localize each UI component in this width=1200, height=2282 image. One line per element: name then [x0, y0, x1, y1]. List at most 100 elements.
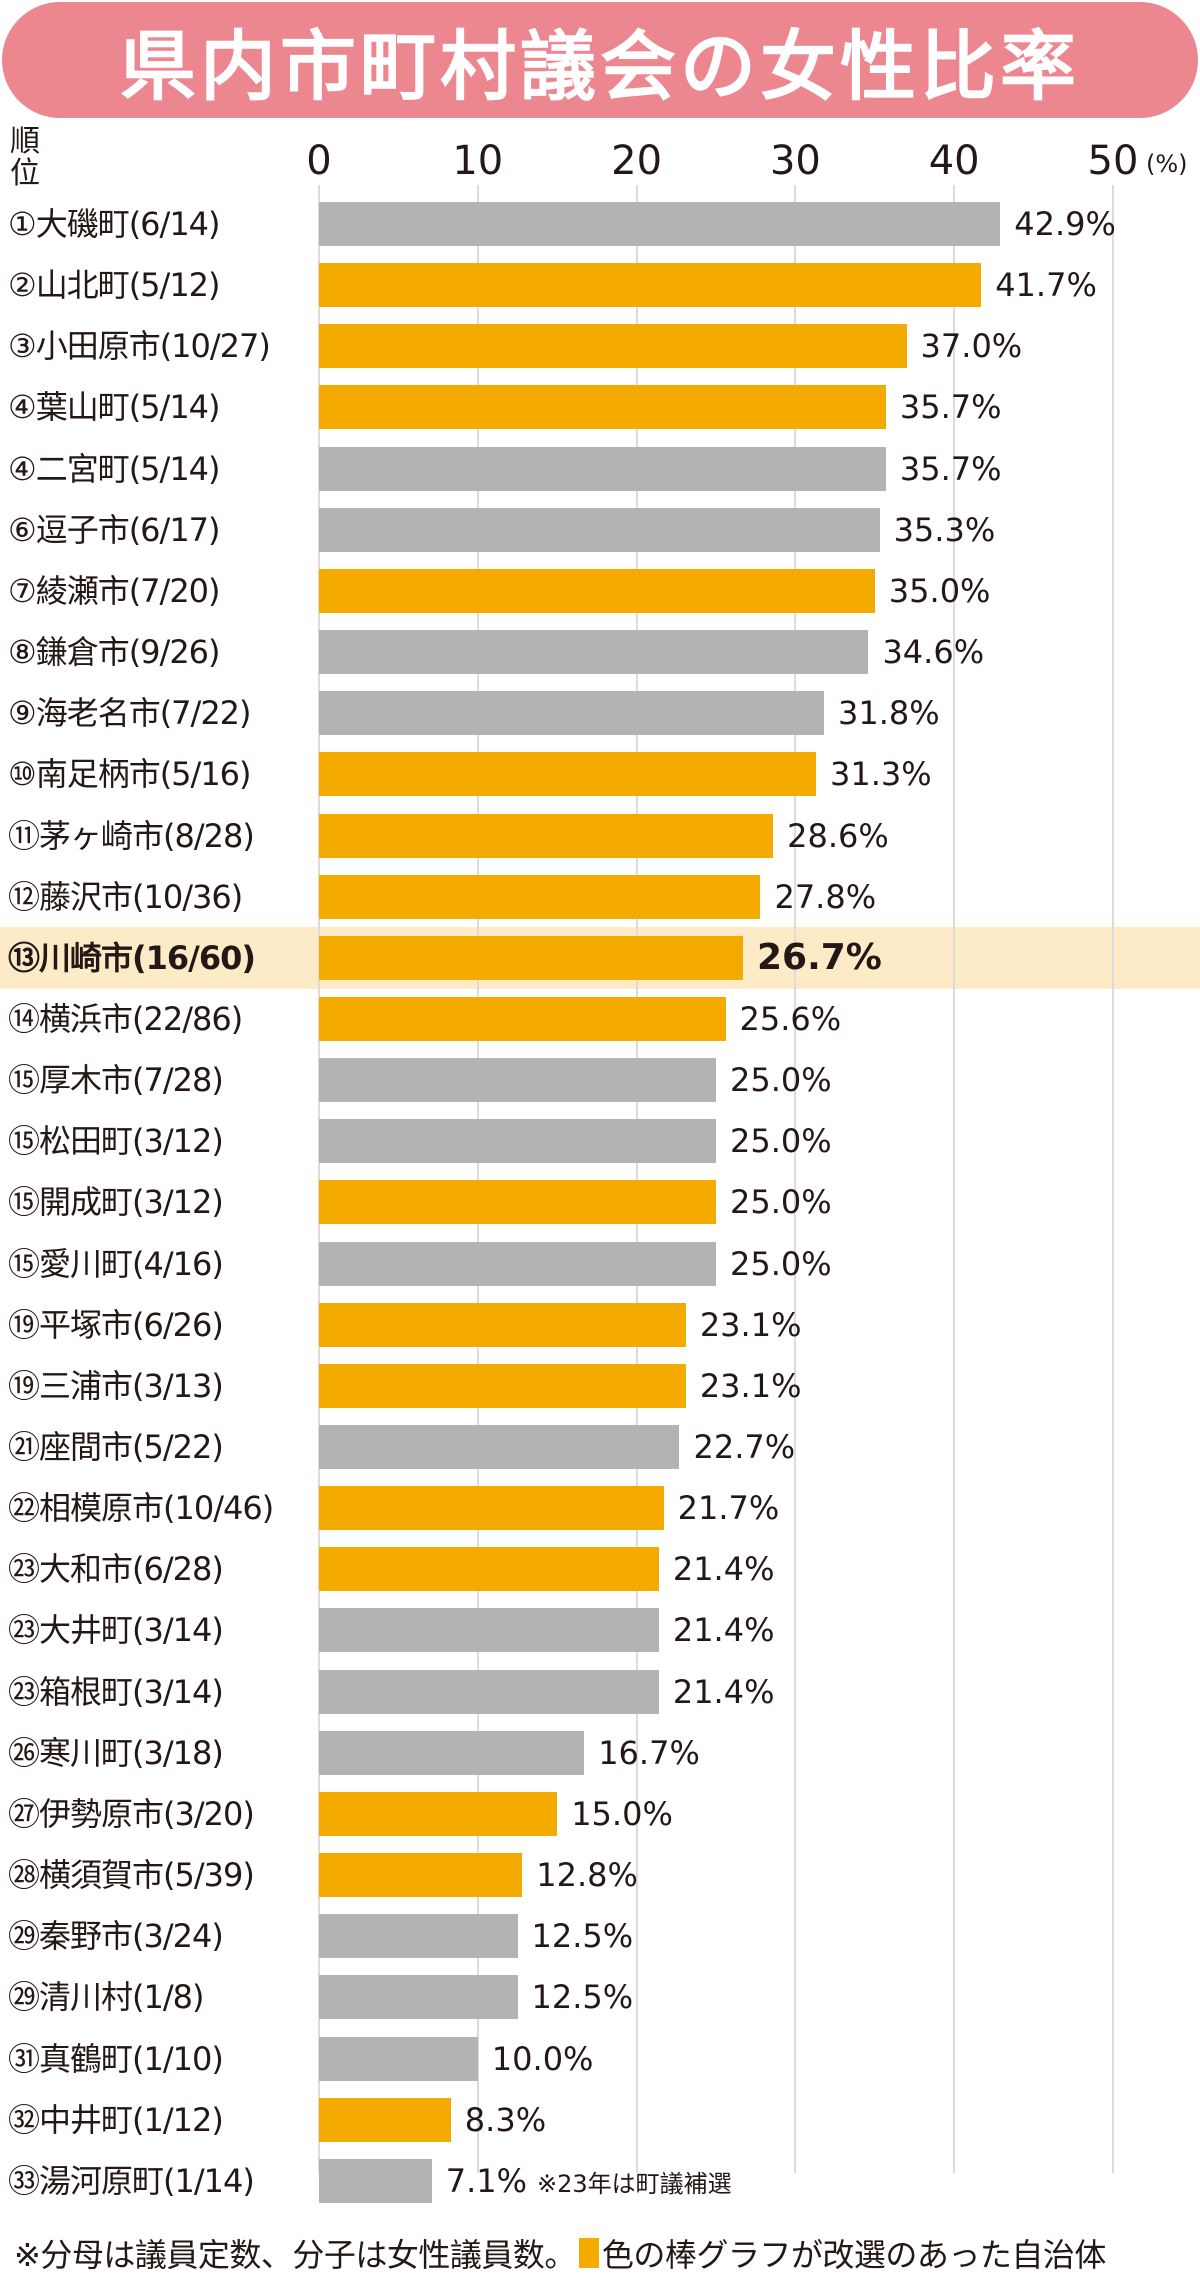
category-label: ㉜中井町(1/12): [8, 2100, 224, 2139]
bar-reelected: [319, 385, 886, 430]
bar: [319, 1914, 518, 1959]
value-text: 7.1%: [445, 2161, 528, 2200]
category-label: ⑲平塚市(6/26): [8, 1305, 224, 1344]
category-label: ⑲三浦市(3/13): [8, 1366, 224, 1405]
bar-reelected: [319, 568, 875, 613]
gridline: [318, 185, 320, 2173]
annotation-note: ※23年は町議補選: [537, 2169, 732, 2198]
category-label: ⑧鎌倉市(9/26): [8, 633, 221, 672]
category-label: ⑬川崎市(16/60): [8, 938, 256, 977]
value-label: 25.0%: [730, 1061, 832, 1100]
category-label: ㉓大和市(6/28): [8, 1550, 224, 1589]
value-label: 22.7%: [693, 1428, 796, 1466]
category-label: ⑥逗子市(6/17): [8, 510, 221, 549]
category-label: ⑮松田町(3/12): [8, 1122, 224, 1161]
rank-header: 順位: [10, 124, 40, 191]
category-label: ⑨海老名市(7/22): [8, 694, 252, 733]
category-label: ⑮愛川町(4/16): [8, 1244, 224, 1283]
category-label: ⑩南足柄市(5/16): [8, 755, 252, 794]
value-label: 7.1% ※23年は町議補選: [446, 2159, 732, 2203]
value-label: 26.7%: [756, 936, 882, 978]
gridline: [635, 185, 638, 2173]
bar: [319, 2158, 432, 2203]
value-label: 21.7%: [677, 1489, 780, 1528]
bar-reelected: [319, 1853, 523, 1898]
value-label: 35.7%: [899, 388, 1002, 427]
footnote-denominator: ※分母は議員定数、分子は女性議員数。: [14, 2236, 576, 2274]
bar: [319, 2036, 478, 2081]
bar: [319, 1119, 716, 1164]
orange-legend-swatch: [578, 2238, 599, 2268]
value-label: 25.0%: [730, 1244, 832, 1283]
bar-reelected: [319, 874, 761, 919]
category-label: ㉘横須賀市(5/39): [8, 1856, 255, 1895]
bar: [319, 1669, 659, 1714]
value-label: 25.0%: [730, 1122, 832, 1161]
category-label: ③小田原市(10/27): [8, 327, 271, 366]
value-label: 31.3%: [830, 755, 932, 794]
bar-reelected: [319, 1486, 664, 1531]
value-label: 23.1%: [699, 1366, 802, 1405]
gridline: [1112, 185, 1114, 2173]
gridline: [476, 185, 479, 2173]
value-label: 23.1%: [699, 1305, 802, 1344]
bar-reelected: [319, 752, 817, 797]
footnote-legend: 色の棒グラフが改選のあった自治体: [601, 2236, 1107, 2274]
category-label: ㉗伊勢原市(3/20): [8, 1794, 255, 1833]
gridline: [794, 185, 797, 2173]
x-tick-label: 20: [611, 138, 663, 184]
value-label: 16.7%: [598, 1733, 700, 1772]
bar-reelected: [319, 263, 982, 308]
category-label: ㉙秦野市(3/24): [8, 1917, 224, 1956]
bar: [319, 1730, 585, 1775]
category-label: ⑫藤沢市(10/36): [8, 877, 243, 916]
value-label: 25.6%: [739, 999, 842, 1038]
category-label: ⑪茅ヶ崎市(8/28): [8, 816, 255, 855]
value-label: 25.0%: [730, 1183, 832, 1222]
value-label: 12.8%: [536, 1856, 638, 1895]
value-label: 12.5%: [531, 1978, 634, 2017]
value-label: 35.7%: [899, 449, 1002, 488]
category-label: ⑮開成町(3/12): [8, 1183, 224, 1222]
category-label: ㉑座間市(5/22): [8, 1428, 224, 1466]
category-label: ②山北町(5/12): [8, 266, 221, 305]
value-label: 21.4%: [672, 1672, 775, 1711]
value-label: 37.0%: [920, 327, 1023, 366]
category-label: ㉓大井町(3/14): [8, 1611, 224, 1650]
value-label: 10.0%: [491, 2039, 594, 2078]
category-label: ④葉山町(5/14): [8, 388, 221, 427]
category-label: ㉙清川村(1/8): [8, 1978, 204, 2017]
category-label: ㉛真鶴町(1/10): [8, 2039, 224, 2078]
bar-reelected: [319, 324, 907, 369]
bar-reelected: [319, 2097, 451, 2142]
value-label: 34.6%: [882, 633, 985, 672]
bar-reelected: [319, 1180, 716, 1225]
bar: [319, 691, 824, 736]
category-label: ㉓箱根町(3/14): [8, 1672, 224, 1711]
value-label: 35.3%: [893, 510, 996, 549]
x-tick-label: 40: [928, 138, 980, 184]
x-tick-label: 30: [769, 138, 821, 184]
value-label: 42.9%: [1014, 205, 1116, 243]
category-label: ⑦綾瀬市(7/20): [8, 571, 221, 610]
x-tick-label: 10: [452, 138, 504, 184]
value-label: 31.8%: [837, 694, 940, 733]
value-label: 28.6%: [787, 816, 889, 855]
bar-reelected: [319, 1302, 686, 1347]
bar: [319, 1241, 716, 1286]
value-label: 41.7%: [995, 266, 1097, 305]
value-label: 8.3%: [464, 2100, 547, 2139]
bar: [319, 446, 886, 491]
category-label: ④二宮町(5/14): [8, 449, 221, 488]
value-label: 15.0%: [571, 1794, 673, 1833]
value-label: 21.4%: [672, 1550, 775, 1589]
category-label: ㉖寒川町(3/18): [8, 1733, 224, 1772]
x-tick-label: 0: [306, 138, 332, 184]
value-label: 27.8%: [774, 877, 877, 916]
category-label: ⑮厚木市(7/28): [8, 1061, 224, 1100]
value-label: 12.5%: [531, 1917, 634, 1956]
bar-reelected: [319, 1363, 686, 1408]
category-label: ⑭横浜市(22/86): [8, 999, 243, 1038]
bar: [319, 630, 869, 675]
